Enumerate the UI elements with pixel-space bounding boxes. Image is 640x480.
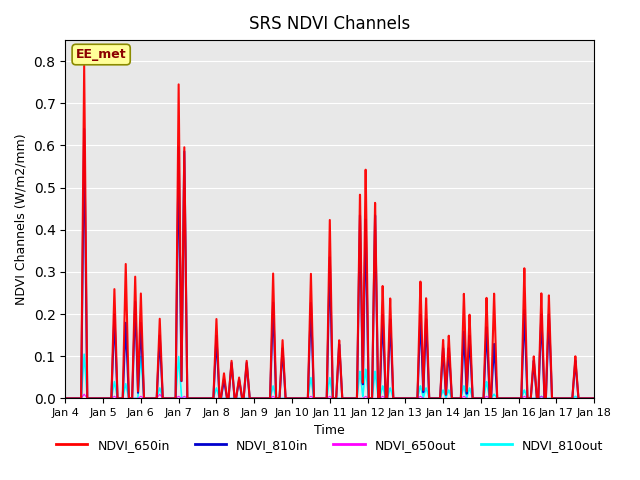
X-axis label: Time: Time: [314, 424, 345, 437]
Y-axis label: NDVI Channels (W/m2/mm): NDVI Channels (W/m2/mm): [15, 133, 28, 305]
Title: SRS NDVI Channels: SRS NDVI Channels: [249, 15, 410, 33]
Text: EE_met: EE_met: [76, 48, 127, 61]
Legend: NDVI_650in, NDVI_810in, NDVI_650out, NDVI_810out: NDVI_650in, NDVI_810in, NDVI_650out, NDV…: [51, 433, 609, 456]
